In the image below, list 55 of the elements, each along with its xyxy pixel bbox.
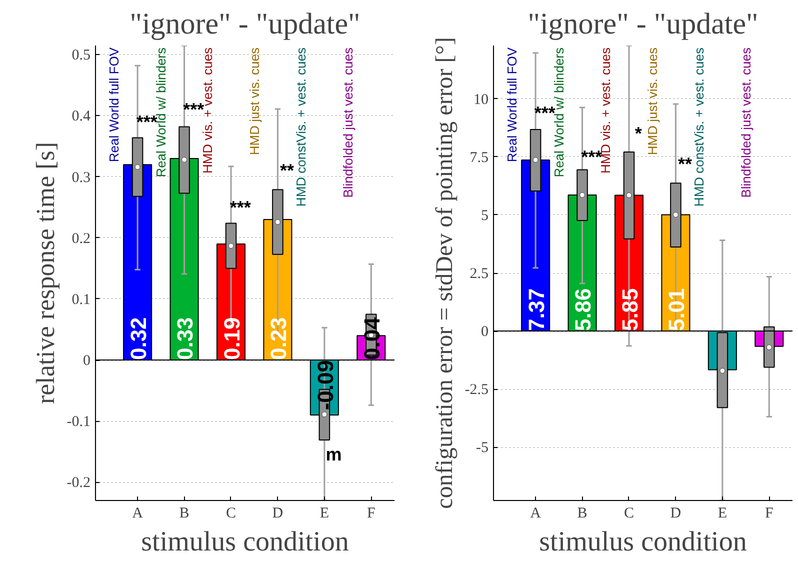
annotation: HMD constVis. + vest. cues — [692, 47, 707, 207]
annotation: Real World full FOV — [504, 47, 520, 162]
y-tick-label: 0.4 — [72, 108, 91, 125]
data-label: 7.37 — [524, 288, 550, 332]
x-axis-title: stimulus condition — [539, 526, 747, 558]
y-tick-label: 0 — [481, 324, 488, 340]
x-tick-label: C — [624, 506, 634, 522]
y-tick-label: -0.1 — [66, 414, 91, 430]
x-tick-label: D — [670, 506, 682, 522]
x-tick-label: F — [764, 506, 774, 522]
y-tick-label: -2.5 — [464, 382, 489, 398]
data-label: 0.19 — [219, 317, 244, 360]
y-tick-label: 0.2 — [72, 230, 90, 247]
y-tick-label: 2.5 — [470, 266, 488, 282]
y-tick-label: 10 — [474, 92, 488, 108]
data-label: 5.86 — [570, 288, 596, 332]
annotation: ** — [678, 154, 692, 174]
data-label: 0.32 — [126, 317, 152, 360]
y-tick-label: -0.2 — [66, 475, 91, 492]
x-tick-label: F — [366, 506, 376, 522]
x-tick-label: E — [320, 506, 330, 522]
x-tick-label: C — [226, 506, 236, 522]
x-tick-label: B — [179, 506, 190, 522]
data-label: 0.33 — [172, 317, 198, 360]
annotation: HMD just vis. cues — [246, 47, 262, 156]
annotation: HMD constVis. + vest. cues — [294, 47, 309, 207]
annotation: HMD just vis. cues — [644, 47, 660, 156]
x-tick-label: A — [530, 506, 542, 522]
x-tick-label: A — [132, 506, 144, 522]
y-axis-title: configuration error = stdDev of pointing error [°] — [432, 37, 458, 509]
annotation: m — [326, 444, 342, 465]
data-label: -0.09 — [312, 360, 338, 410]
chart-title: "ignore" - "update" — [528, 8, 758, 40]
y-tick-label: -5 — [476, 440, 489, 456]
y-tick-label: 7.5 — [470, 150, 488, 166]
y-tick-label: 0.3 — [72, 170, 90, 186]
y-axis-title: relative response time [s] — [30, 142, 60, 404]
annotation: Blindfolded just vest. cues — [738, 47, 754, 198]
x-tick-label: E — [718, 506, 728, 522]
y-tick-label: 0.1 — [72, 292, 90, 308]
annotation: *** — [230, 197, 251, 218]
x-axis-title: stimulus condition — [141, 526, 349, 558]
annotation: Blindfolded just vest. cues — [340, 47, 356, 198]
annotation: Real World full FOV — [106, 47, 122, 162]
annotation: * — [634, 124, 642, 144]
y-tick-label: 0.5 — [72, 48, 90, 64]
x-tick-label: B — [577, 506, 588, 522]
y-tick-label: 5 — [481, 208, 488, 224]
annotation: ** — [280, 160, 294, 181]
data-label: 0.23 — [266, 317, 292, 360]
x-tick-label: D — [272, 506, 284, 522]
data-label: 5.01 — [664, 288, 690, 332]
y-tick-label: 0 — [83, 353, 90, 370]
data-label: 5.85 — [617, 288, 642, 332]
chart-title: "ignore" - "update" — [130, 8, 360, 40]
